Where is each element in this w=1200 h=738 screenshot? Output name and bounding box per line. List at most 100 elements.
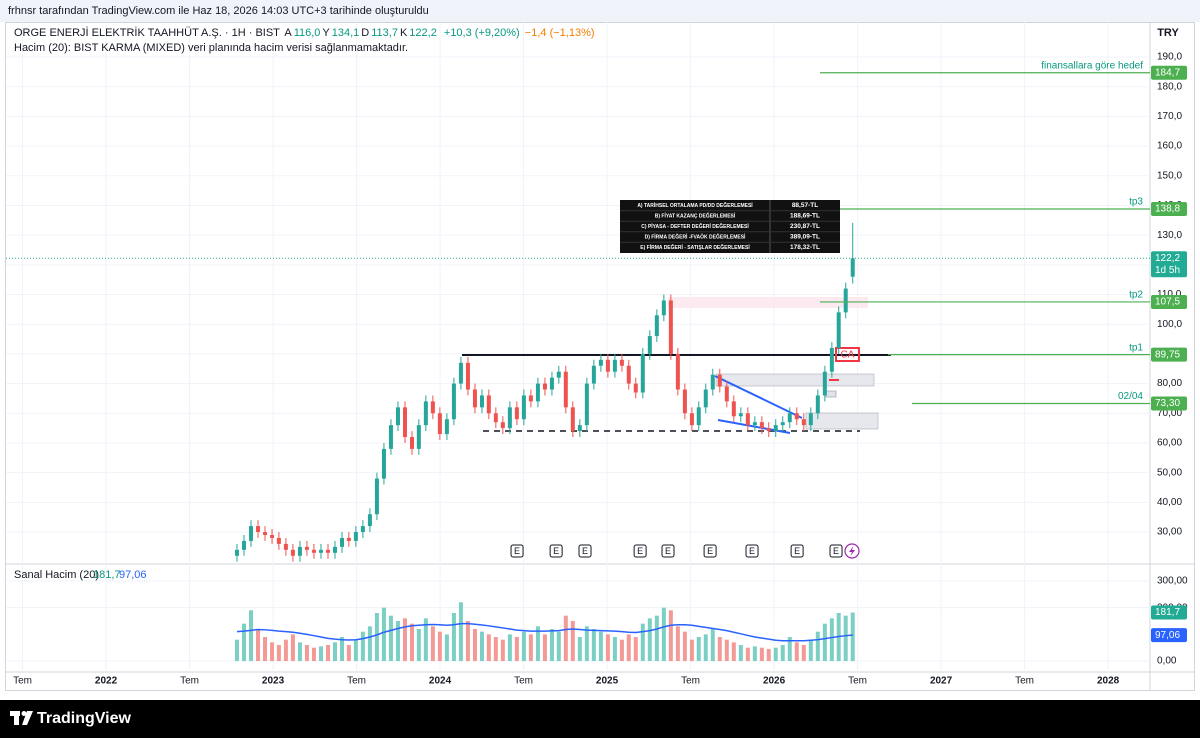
candle-body [738, 413, 743, 417]
level-name: tp2 [1129, 290, 1143, 301]
candle-body [381, 448, 386, 479]
candle-body [822, 371, 827, 396]
candle-body [500, 422, 505, 429]
candle-body [360, 526, 365, 533]
volume-bar [549, 629, 554, 662]
brand-logo [22, 711, 33, 725]
volume-tag-label: 181,7 [1155, 607, 1180, 618]
candle-body [696, 407, 701, 426]
candle-body [556, 371, 561, 378]
volume-bar [430, 626, 435, 662]
candle-body [542, 383, 547, 390]
volume-bar [556, 631, 561, 662]
volume-bar [340, 637, 345, 662]
volume-bar [270, 642, 275, 662]
candle-body [682, 389, 687, 414]
y-tick-label: 60,00 [1157, 438, 1182, 449]
candle-body [263, 532, 268, 535]
ohlc-value: 134,1 [331, 27, 360, 39]
candle-body [689, 413, 694, 426]
volume-bar [668, 610, 673, 662]
candle-body [794, 413, 799, 420]
candle-body [430, 401, 435, 414]
volume-bar [423, 618, 428, 662]
candle-body [437, 413, 442, 435]
volume-bar [787, 637, 792, 662]
candle-body [654, 315, 659, 337]
ohlc-key: D [361, 27, 370, 39]
volume-bar [381, 607, 386, 662]
volume-bar [409, 623, 414, 662]
candle-body [535, 383, 540, 402]
candle-body [731, 401, 736, 417]
volume-bar [661, 607, 666, 662]
volume-bar [542, 634, 547, 662]
level-tag [1151, 396, 1187, 411]
level-tag-label: 107,5 [1155, 297, 1180, 308]
ma-tag [1151, 628, 1187, 643]
volume-bar [514, 637, 519, 662]
earnings-marker [703, 544, 717, 558]
candle-body [416, 425, 421, 449]
candle-body [584, 383, 589, 426]
candle-body [787, 413, 792, 423]
volume-bar [325, 645, 330, 662]
volume-bar [535, 626, 540, 662]
candle-body [780, 422, 785, 426]
volume-bar [682, 631, 687, 662]
candle-body [605, 359, 610, 372]
x-tick-label: Tem [514, 676, 533, 687]
candle-body [486, 395, 491, 414]
candle-body [710, 374, 715, 390]
volume-bar [815, 631, 820, 662]
volume-bar [507, 634, 512, 662]
earnings-marker [633, 544, 647, 558]
level-tag-label: 73,30 [1155, 398, 1180, 409]
volume-bar [619, 639, 624, 662]
volume-bar [333, 642, 338, 662]
candle-body [563, 371, 568, 408]
header-text: frhnsr tarafından TradingView.com ile Ha… [8, 5, 429, 17]
volume-bar [318, 646, 323, 662]
volume-bar [710, 629, 715, 662]
volume-bar [724, 639, 729, 662]
candle-body [836, 312, 841, 348]
ohlc-value: 122,2 [409, 27, 437, 39]
candle-body [829, 347, 834, 372]
candle-body [661, 300, 666, 316]
earnings-marker [745, 544, 759, 558]
volume-bar [479, 631, 484, 662]
volume-bar [759, 647, 764, 662]
candle-body [256, 526, 261, 533]
table-cell: C) PİYASA - DEFTER DEĞERİ DEĞERLEMESİ [641, 222, 749, 230]
candle-body [241, 540, 246, 550]
brand-logo [14, 711, 19, 725]
marker-label: CA [841, 350, 855, 361]
volume-bar [598, 631, 603, 662]
candle-body [472, 389, 477, 408]
candle-body [270, 534, 275, 538]
volume-bar [577, 637, 582, 662]
candle-body [290, 549, 295, 556]
volume-tick-label: 300,00 [1157, 576, 1188, 587]
level-name: tp3 [1129, 197, 1143, 208]
volume-bar [402, 618, 407, 662]
table-cell: A) TARİHSEL ORTALAMA PD/DD DEĞERLEMESİ [637, 201, 753, 209]
candle-body [374, 478, 379, 515]
volume-bar [647, 618, 652, 662]
candle-body [815, 395, 820, 414]
volume-bar [367, 626, 372, 662]
candle-body [591, 365, 596, 384]
brand-logo [21, 711, 27, 716]
trend-line [717, 419, 791, 434]
volume-tick-label: 0,00 [1157, 656, 1177, 667]
volume-bar [696, 637, 701, 662]
ohlc-value: 113,7 [371, 27, 398, 39]
y-tick-label: 70,00 [1157, 408, 1182, 419]
y-tick-label: 80,00 [1157, 378, 1182, 389]
x-tick-label: 2028 [1097, 676, 1120, 687]
candle-body [703, 389, 708, 408]
volume-bar [605, 634, 610, 662]
volume-bar [689, 639, 694, 662]
